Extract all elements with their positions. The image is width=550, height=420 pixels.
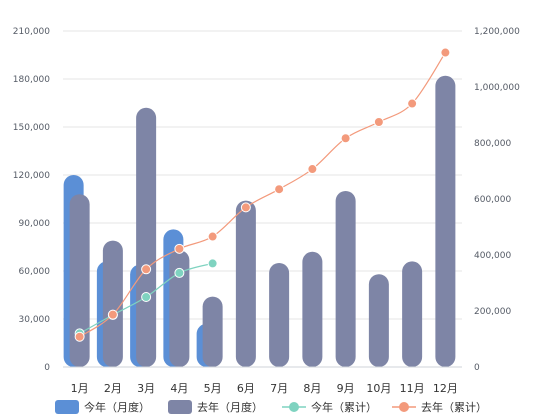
- lines: [74, 47, 451, 342]
- legend-swatch: [168, 400, 192, 414]
- x-tick-label: 5月: [204, 382, 222, 395]
- right-tick-label: 400,000: [474, 251, 511, 261]
- bar[interactable]: [169, 250, 190, 367]
- data-point[interactable]: [141, 264, 152, 275]
- x-tick-label: 4月: [170, 382, 188, 395]
- x-tick-label: 6月: [237, 382, 255, 395]
- legend-swatch-dot: [399, 402, 409, 412]
- bar[interactable]: [235, 200, 256, 367]
- data-point[interactable]: [340, 133, 351, 144]
- left-y-axis: 0 30,000 60,000 90,000 120,000 150,000 180,000…: [13, 27, 50, 373]
- data-point[interactable]: [74, 331, 85, 342]
- bar[interactable]: [136, 107, 157, 368]
- x-tick-label: 2月: [104, 382, 122, 395]
- legend[interactable]: 今年（月度） 去年（月度） 今年（累计） 去年（累计）: [55, 400, 487, 414]
- legend-label: 去年（月度）: [197, 400, 263, 414]
- data-point[interactable]: [141, 292, 152, 302]
- data-point[interactable]: [107, 309, 118, 320]
- bar[interactable]: [402, 261, 423, 367]
- left-tick-label: 60,000: [19, 267, 51, 277]
- legend-swatch-dot: [289, 402, 299, 412]
- left-tick-label: 150,000: [13, 123, 50, 133]
- x-tick-label: 9月: [337, 382, 355, 395]
- legend-item[interactable]: 去年（累计）: [392, 400, 487, 414]
- x-axis: 1月 2月 3月 4月 5月 6月 7月 8月 9月 10月 11月 12月: [63, 366, 462, 395]
- legend-item[interactable]: 去年（月度）: [168, 400, 263, 414]
- left-tick-label: 30,000: [19, 315, 51, 325]
- bar[interactable]: [69, 194, 90, 367]
- legend-item[interactable]: 今年（累计）: [282, 400, 377, 414]
- legend-item[interactable]: 今年（月度）: [55, 400, 150, 414]
- data-point[interactable]: [174, 267, 185, 278]
- x-tick-label: 12月: [433, 382, 458, 395]
- x-tick-label: 7月: [270, 382, 288, 395]
- bar[interactable]: [269, 263, 290, 367]
- bars: [63, 75, 456, 368]
- data-point[interactable]: [307, 164, 318, 175]
- right-tick-label: 0: [474, 363, 480, 373]
- left-tick-label: 120,000: [13, 171, 50, 181]
- right-tick-label: 600,000: [474, 195, 511, 205]
- x-tick-label: 1月: [71, 382, 89, 395]
- data-point[interactable]: [207, 231, 218, 242]
- left-tick-label: 180,000: [13, 75, 50, 85]
- legend-label: 今年（累计）: [311, 400, 377, 414]
- legend-label: 去年（累计）: [421, 400, 487, 414]
- right-tick-label: 800,000: [474, 139, 511, 149]
- x-tick-label: 11月: [400, 382, 425, 395]
- left-tick-label: 90,000: [19, 219, 51, 229]
- data-point[interactable]: [407, 98, 418, 109]
- bar[interactable]: [202, 296, 223, 367]
- bar[interactable]: [435, 75, 456, 368]
- data-point[interactable]: [207, 258, 218, 269]
- data-point[interactable]: [274, 184, 285, 195]
- bar[interactable]: [102, 240, 123, 367]
- right-tick-label: 1,000,000: [474, 83, 520, 93]
- legend-label: 今年（月度）: [84, 400, 150, 414]
- right-y-axis: 0 200,000 400,000 600,000 800,000 1,000,000 1,…: [474, 27, 520, 373]
- left-tick-label: 0: [44, 363, 50, 373]
- data-point[interactable]: [373, 117, 384, 127]
- bar[interactable]: [302, 251, 323, 367]
- data-point[interactable]: [174, 243, 185, 254]
- left-tick-label: 210,000: [13, 27, 50, 37]
- bar[interactable]: [368, 274, 389, 367]
- data-point[interactable]: [240, 202, 251, 213]
- grid-lines: [63, 30, 462, 368]
- x-tick-label: 10月: [366, 382, 391, 395]
- legend-swatch: [55, 400, 79, 414]
- x-tick-label: 8月: [303, 382, 321, 395]
- data-point[interactable]: [440, 47, 451, 58]
- bar[interactable]: [335, 191, 356, 367]
- x-tick-label: 3月: [137, 382, 155, 395]
- right-tick-label: 1,200,000: [474, 27, 520, 37]
- right-tick-label: 200,000: [474, 307, 511, 317]
